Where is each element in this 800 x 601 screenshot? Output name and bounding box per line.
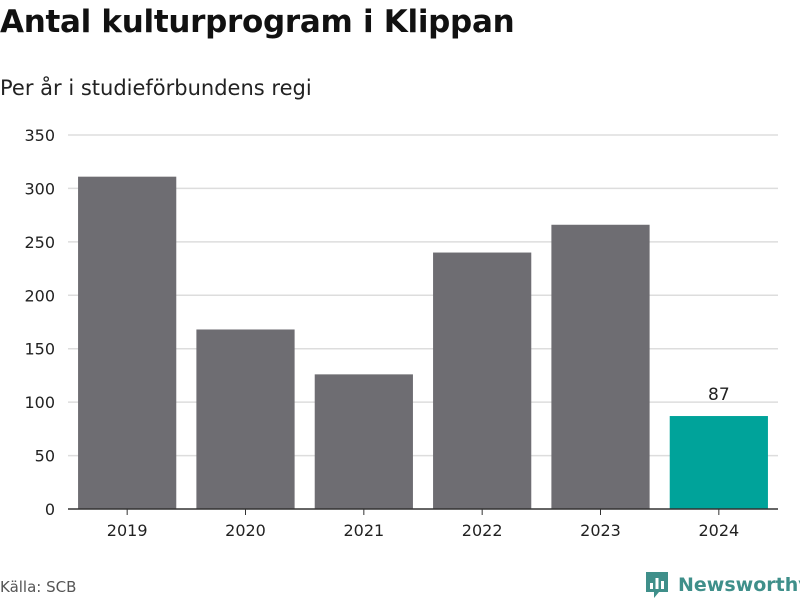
y-tick-label-350: 350	[24, 126, 55, 145]
bar-2020	[196, 329, 295, 509]
brand-name: Newsworthy	[678, 574, 800, 596]
x-tick-label-2020: 2020	[225, 521, 266, 540]
bar-2024	[669, 416, 768, 509]
chart-title: Antal kulturprogram i Klippan	[0, 4, 515, 40]
y-tick-label-50: 50	[35, 447, 55, 466]
chart-subtitle: Per år i studieförbundens regi	[0, 76, 312, 100]
bar-2023	[551, 224, 650, 509]
data-label-2024: 87	[708, 385, 730, 405]
y-tick-label-200: 200	[24, 286, 55, 305]
y-tick-label-250: 250	[24, 233, 55, 252]
y-tick-label-0: 0	[45, 500, 55, 519]
bar-2019	[78, 176, 177, 509]
brand-logo[interactable]: Newsworthy	[644, 569, 800, 601]
y-tick-label-100: 100	[24, 393, 55, 412]
y-tick-label-150: 150	[24, 340, 55, 359]
bar-2021	[314, 374, 413, 509]
x-tick-label-2021: 2021	[343, 521, 384, 540]
bar-2022	[433, 252, 532, 510]
x-tick-label-2024: 2024	[698, 521, 739, 540]
x-tick-label-2022: 2022	[462, 521, 503, 540]
bar-chart: 0 50 100 150 200 250 300 350 2019 2020 2021 2022 202…	[24, 126, 778, 540]
x-tick-label-2023: 2023	[580, 521, 621, 540]
x-tick-label-2019: 2019	[107, 521, 148, 540]
source-note: Källa: SCB	[0, 578, 77, 596]
y-tick-label-300: 300	[24, 179, 55, 198]
newsworthy-logo-icon	[646, 572, 668, 598]
